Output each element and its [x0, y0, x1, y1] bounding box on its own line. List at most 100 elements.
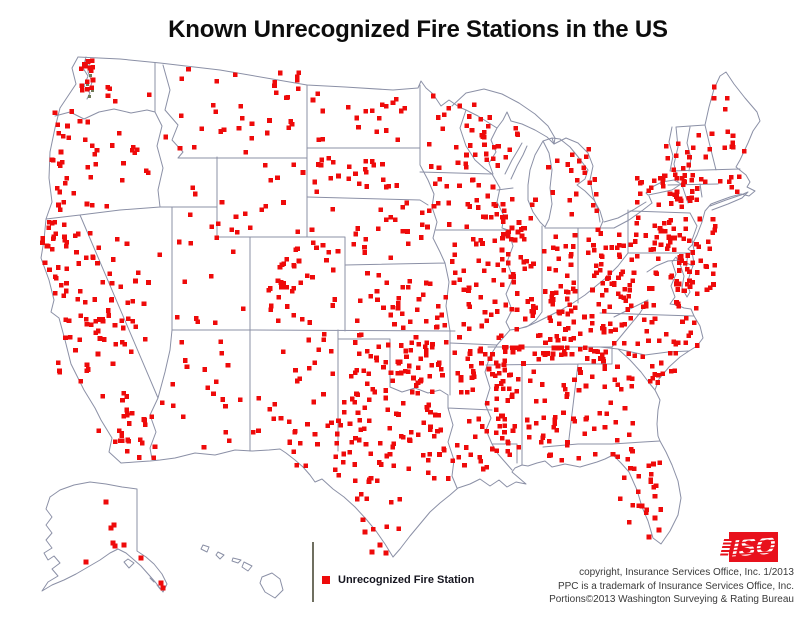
station-dot [559, 458, 565, 463]
station-dot [629, 447, 634, 452]
station-dot [511, 279, 516, 285]
station-dot [657, 460, 662, 466]
station-dot [377, 542, 383, 548]
station-dot [521, 259, 527, 265]
station-dot [467, 204, 472, 209]
station-dot [611, 281, 617, 286]
station-dot [603, 349, 609, 355]
station-dot [341, 459, 346, 465]
station-dot [510, 345, 515, 351]
station-dot [427, 427, 433, 433]
station-dot [454, 442, 460, 448]
station-dot [403, 348, 409, 354]
station-dot [500, 235, 505, 241]
station-dot [603, 245, 608, 250]
station-dot [129, 148, 135, 153]
station-dot [321, 331, 327, 337]
station-dot [555, 345, 561, 351]
station-dot [611, 341, 617, 346]
station-dot [368, 475, 374, 481]
station-dot [113, 342, 118, 347]
station-dot [93, 318, 98, 324]
station-dot [674, 189, 680, 194]
station-dot [623, 298, 628, 304]
station-dot [395, 370, 401, 376]
station-dot [433, 412, 438, 418]
station-dot [357, 437, 362, 443]
station-dot [646, 534, 652, 540]
station-dot [424, 340, 429, 345]
station-dot [495, 309, 500, 314]
station-dot [64, 280, 69, 286]
station-dot [635, 341, 641, 346]
station-dot [133, 278, 138, 284]
station-dot [599, 352, 605, 357]
station-dot [596, 302, 601, 307]
station-dot [466, 114, 472, 119]
station-dot [674, 193, 680, 199]
station-dot [653, 270, 659, 275]
station-dot [95, 261, 100, 266]
station-dot [599, 292, 605, 298]
station-dot [582, 314, 587, 320]
station-dot [326, 156, 331, 161]
station-dot [119, 431, 125, 436]
station-dot [694, 305, 699, 311]
station-dot [531, 261, 536, 266]
station-dot [660, 176, 666, 181]
station-dot [372, 389, 377, 395]
station-dot [651, 484, 657, 490]
station-dot [627, 288, 633, 293]
station-dot [435, 304, 441, 309]
station-dot [53, 274, 58, 280]
station-dot [268, 177, 273, 183]
station-dot [517, 346, 522, 352]
station-dot [594, 191, 599, 197]
legend-label: Unrecognized Fire Station [338, 574, 475, 586]
station-dot [121, 160, 126, 166]
station-dot [667, 351, 673, 356]
station-dot [489, 215, 494, 220]
station-dot [494, 396, 499, 402]
station-dot [683, 226, 689, 232]
station-dot [678, 196, 683, 201]
station-dot [408, 347, 413, 353]
station-dot [681, 288, 687, 294]
station-dot [419, 377, 424, 383]
station-dot [621, 475, 627, 481]
station-dot [586, 250, 591, 256]
station-dot [285, 95, 290, 100]
station-dot [334, 441, 339, 446]
station-dot [463, 445, 469, 450]
station-dot [321, 337, 326, 343]
station-dot [492, 144, 497, 150]
station-dot [85, 367, 91, 372]
station-dot [500, 202, 506, 207]
station-dot [89, 143, 95, 148]
station-dot [695, 343, 700, 348]
station-dot [652, 316, 658, 322]
station-dot [694, 186, 700, 191]
station-dot [272, 80, 278, 85]
station-dot [502, 367, 508, 373]
station-dot [726, 179, 732, 184]
station-dot [151, 455, 156, 461]
station-dot [490, 446, 495, 452]
station-dot [707, 246, 712, 251]
michigan-lower-peninsula [559, 138, 604, 229]
station-dot [64, 175, 69, 181]
station-dot [401, 434, 406, 440]
station-dot [329, 420, 334, 425]
station-dot [587, 180, 592, 186]
station-dot [296, 258, 302, 264]
station-dot [586, 237, 592, 243]
station-dot [95, 351, 101, 357]
station-dot [562, 352, 568, 357]
station-dot [591, 273, 597, 279]
station-dot [694, 291, 700, 297]
station-dot [90, 77, 96, 83]
station-dot [383, 388, 388, 393]
station-dot [550, 291, 555, 296]
station-dot [87, 65, 93, 71]
station-dot [667, 235, 673, 241]
